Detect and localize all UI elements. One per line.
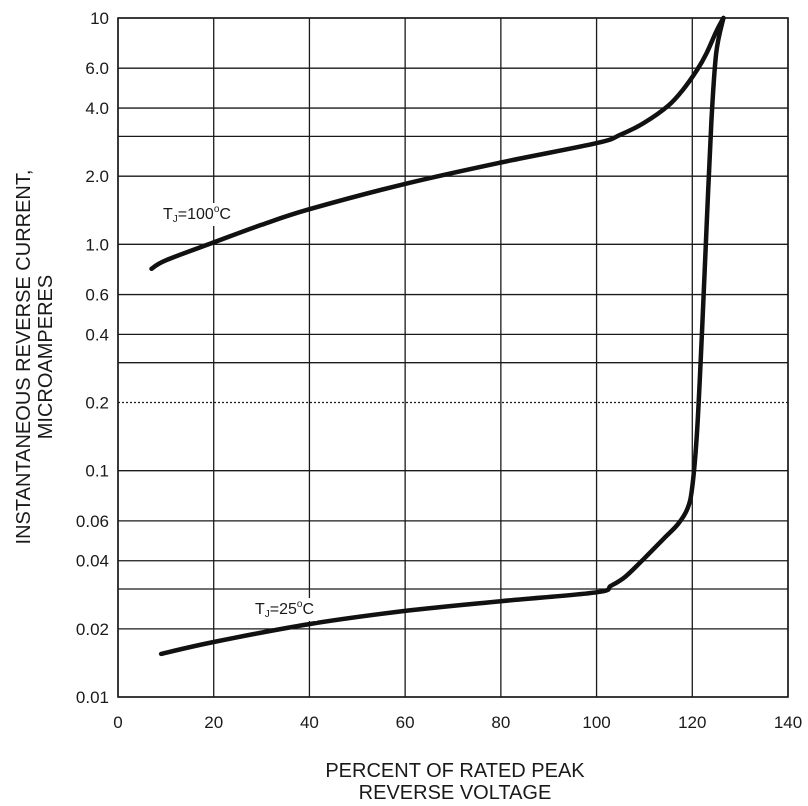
- series-label-tj-25c: TJ=25oC: [255, 599, 314, 620]
- y-tick-label-10: 4.0: [85, 99, 109, 118]
- y-tick-label-0: 0.01: [76, 688, 109, 707]
- y-tick-label-11: 6.0: [85, 59, 109, 78]
- series-labels: TJ=100oC TJ=25oC: [160, 203, 318, 621]
- x-tick-label-0: 0: [113, 713, 122, 732]
- x-axis-title-line-1: PERCENT OF RATED PEAK: [325, 760, 585, 782]
- y-tick-label-6: 0.4: [85, 325, 109, 344]
- x-tick-label-3: 60: [396, 713, 415, 732]
- x-tick-labels: 0 20 40 60 80 100 120 140: [113, 713, 802, 732]
- series-curve-0: [149, 15, 726, 272]
- series-label-tj-100c: TJ=100oC: [163, 204, 231, 225]
- y-tick-label-8: 1.0: [85, 235, 109, 254]
- series-curves: [149, 15, 726, 657]
- series-label-bg-100c: [160, 203, 234, 226]
- y-axis-title-line-1: INSTANTANEOUS REVERSE CURRENT,: [13, 170, 35, 545]
- x-tick-label-5: 100: [582, 713, 610, 732]
- y-tick-label-5: 0.2: [85, 394, 109, 413]
- y-axis-title: INSTANTANEOUS REVERSE CURRENT, MICROAMPE…: [13, 170, 57, 545]
- y-gridlines: [118, 17, 788, 698]
- series-curve-1: [158, 15, 726, 657]
- y-tick-label-12: 10: [90, 9, 109, 28]
- x-tick-label-7: 140: [774, 713, 802, 732]
- y-tick-label-4: 0.1: [85, 462, 109, 481]
- y-axis-title-line-2: MICROAMPERES: [35, 275, 57, 439]
- x-tick-label-1: 20: [204, 713, 223, 732]
- y-tick-label-2: 0.04: [76, 552, 109, 571]
- x-gridlines: [117, 18, 789, 697]
- y-tick-label-7: 0.6: [85, 286, 109, 305]
- x-tick-label-6: 120: [678, 713, 706, 732]
- y-tick-label-9: 2.0: [85, 167, 109, 186]
- plot-frame: [117, 17, 789, 698]
- x-tick-label-2: 40: [300, 713, 319, 732]
- y-tick-label-1: 0.02: [76, 620, 109, 639]
- series-label-bg-25c: [252, 598, 318, 621]
- x-axis-title: PERCENT OF RATED PEAK REVERSE VOLTAGE: [325, 760, 585, 804]
- y-tick-label-3: 0.06: [76, 512, 109, 531]
- y-tick-labels: 0.01 0.02 0.04 0.06 0.1 0.2 0.4 0.6 1.0 2.0 4.0 6.0…: [76, 9, 109, 707]
- x-axis-title-line-2: REVERSE VOLTAGE: [359, 782, 552, 804]
- x-tick-label-4: 80: [491, 713, 510, 732]
